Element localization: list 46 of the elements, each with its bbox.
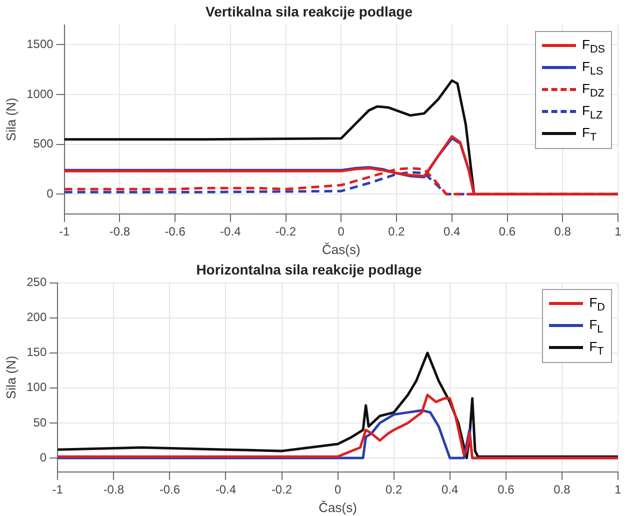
x-tick-label: -0.6 (159, 482, 180, 497)
x-tick-label: -0.4 (220, 224, 242, 239)
legend-label: F$_{LS}$ (582, 58, 604, 78)
x-tick-label: 0.4 (444, 224, 461, 239)
x-tick-label: 0.2 (388, 224, 406, 239)
legend-label: F$_{L}$ (589, 316, 604, 336)
y-tick-label: 1000 (26, 86, 54, 101)
y-tick-label: 200 (26, 310, 47, 324)
x-tick-label: -0.2 (275, 224, 296, 239)
y-tick-label: 250 (26, 275, 47, 290)
x-tick-label: -0.2 (271, 482, 292, 497)
y-tick-label: 100 (26, 380, 47, 394)
y-axis-title: Sila (N) (3, 98, 18, 142)
y-tick-label: 1500 (26, 37, 54, 52)
legend-label: F$_{T}$ (589, 338, 604, 358)
y-tick-label: 500 (33, 136, 54, 151)
x-tick-label: 0.2 (386, 482, 403, 497)
legend-label: F$_{DS}$ (582, 36, 605, 56)
x-axis-title: Čas(s) (318, 500, 357, 515)
x-tick-label: -0.4 (215, 482, 236, 497)
x-tick-label: 0.6 (498, 482, 515, 497)
x-tick-label: 0 (334, 482, 342, 497)
x-tick-label: 1 (614, 224, 622, 239)
x-tick-label: -1 (58, 224, 70, 239)
chart-title: Horizontalna sila reakcije podlage (196, 261, 422, 278)
x-tick-label: -0.8 (109, 224, 130, 239)
x-tick-label: 0.8 (554, 482, 571, 497)
x-tick-label: 0.4 (442, 482, 459, 497)
x-tick-label: 1 (614, 482, 622, 497)
y-axis-title: Sila (N) (3, 356, 18, 400)
x-tick-label: -0.6 (164, 224, 186, 239)
x-tick-label: 0.8 (554, 224, 572, 239)
legend-label: F$_{LZ}$ (582, 102, 603, 122)
x-tick-label: 0.6 (498, 224, 516, 239)
legend-label: F$_{DZ}$ (582, 80, 604, 100)
y-tick-label: 50 (33, 415, 47, 430)
x-axis-title: Čas(s) (322, 242, 360, 257)
chart-title: Vertikalna sila reakcije podlage (206, 3, 413, 20)
legend-label: F$_{T}$ (582, 124, 597, 144)
x-tick-label: -1 (52, 482, 64, 497)
x-tick-label: -0.8 (103, 482, 124, 497)
legend-label: F$_{D}$ (589, 294, 605, 314)
y-tick-label: 0 (40, 450, 47, 464)
x-tick-label: 0 (338, 224, 345, 239)
y-tick-label: 150 (26, 345, 47, 360)
y-tick-label: 0 (46, 186, 54, 200)
